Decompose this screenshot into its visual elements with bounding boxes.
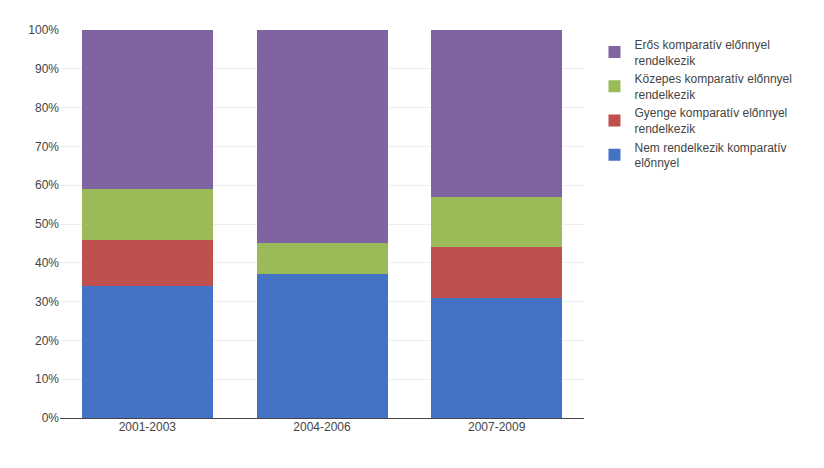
svg-text:80%: 80% [35, 101, 59, 115]
svg-text:Közepes komparatív előnnyelren: Közepes komparatív előnnyelrendelkezik [634, 72, 791, 102]
svg-text:20%: 20% [35, 334, 59, 348]
svg-text:70%: 70% [35, 140, 59, 154]
svg-text:Nem rendelkezik komparatívelőn: Nem rendelkezik komparatívelőnnyel [634, 141, 786, 171]
svg-text:Gyenge komparatív előnnyelrend: Gyenge komparatív előnnyelrendelkezik [634, 106, 787, 136]
svg-text:0%: 0% [42, 411, 60, 425]
svg-text:Erős komparatív előnnyelrendel: Erős komparatív előnnyelrendelkezik [634, 38, 769, 68]
svg-text:2004-2006: 2004-2006 [293, 420, 351, 434]
svg-text:50%: 50% [35, 217, 59, 231]
svg-text:2001-2003: 2001-2003 [119, 420, 177, 434]
svg-text:2007-2009: 2007-2009 [468, 420, 526, 434]
svg-text:40%: 40% [35, 256, 59, 270]
svg-text:30%: 30% [35, 295, 59, 309]
svg-text:10%: 10% [35, 372, 59, 386]
svg-text:60%: 60% [35, 178, 59, 192]
svg-text:90%: 90% [35, 62, 59, 76]
svg-text:100%: 100% [28, 23, 59, 37]
